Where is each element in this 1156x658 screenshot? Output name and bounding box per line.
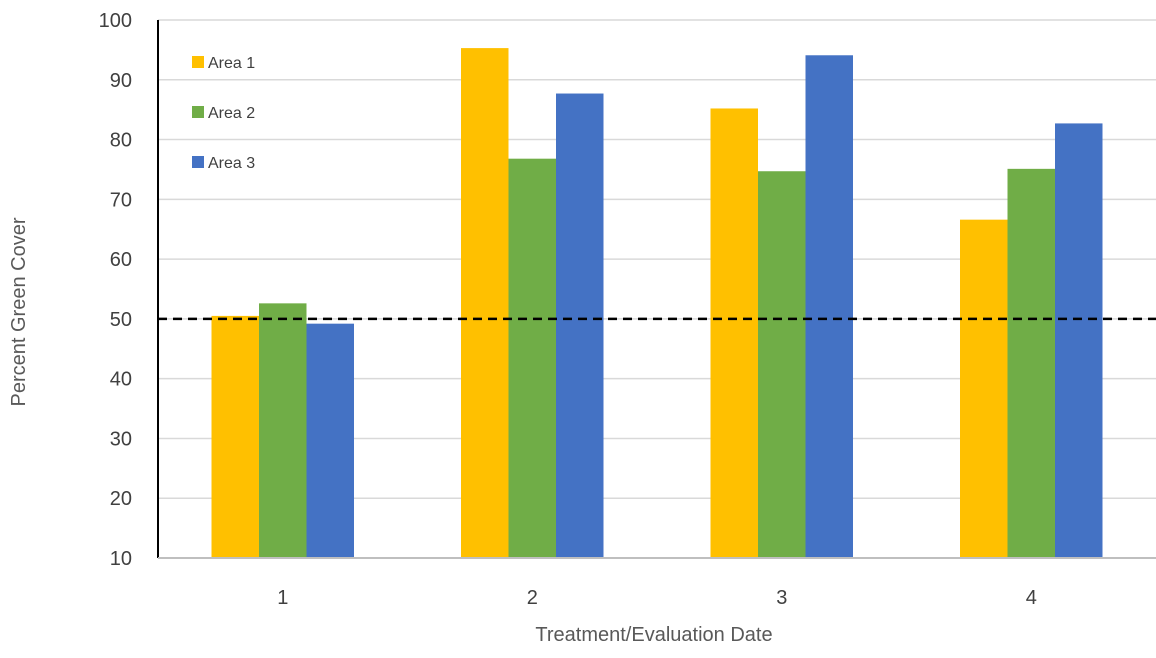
x-tick-labels: 1 2 3 4 [277, 587, 1037, 609]
legend-swatch [192, 56, 204, 68]
legend-swatch [192, 106, 204, 118]
bars [211, 48, 1103, 559]
y-tick-label: 70 [110, 189, 132, 211]
x-tick-label: 4 [1026, 587, 1037, 609]
x-tick-label: 2 [527, 587, 538, 609]
y-tick-label: 80 [110, 130, 132, 152]
bar-area-1-cat-2 [461, 48, 509, 559]
x-tick-label: 1 [277, 587, 288, 609]
y-tick-label: 10 [110, 548, 132, 570]
y-tick-label: 20 [110, 488, 132, 510]
bar-area-2-cat-1 [259, 303, 307, 558]
bar-area-3-cat-2 [556, 93, 604, 558]
legend-label: Area 3 [208, 155, 255, 172]
bar-area-2-cat-2 [508, 158, 556, 558]
y-tick-label: 50 [110, 309, 132, 331]
bar-area-1-cat-4 [960, 219, 1008, 558]
legend-swatch [192, 156, 204, 168]
bar-area-2-cat-4 [1007, 168, 1055, 558]
legend-label: Area 1 [208, 55, 255, 72]
axes [157, 20, 1156, 559]
y-tick-label: 100 [99, 10, 132, 32]
x-tick-label: 3 [776, 587, 787, 609]
y-tick-label: 40 [110, 369, 132, 391]
bar-area-3-cat-1 [306, 323, 354, 558]
y-tick-label: 90 [110, 70, 132, 92]
legend-label: Area 2 [208, 105, 255, 122]
y-axis-title: Percent Green Cover [8, 217, 30, 406]
bar-area-2-cat-3 [758, 171, 806, 558]
legend: Area 1 Area 2 Area 3 [192, 55, 255, 172]
y-tick-label: 30 [110, 428, 132, 450]
bar-area-3-cat-4 [1055, 123, 1103, 558]
y-tick-label: 60 [110, 249, 132, 271]
bar-area-1-cat-1 [211, 315, 259, 558]
bar-area-3-cat-3 [805, 55, 853, 558]
bar-area-1-cat-3 [710, 108, 758, 559]
y-tick-labels: 10 20 30 40 50 60 70 80 90 100 [99, 10, 132, 570]
x-axis-title: Treatment/Evaluation Date [535, 624, 772, 646]
